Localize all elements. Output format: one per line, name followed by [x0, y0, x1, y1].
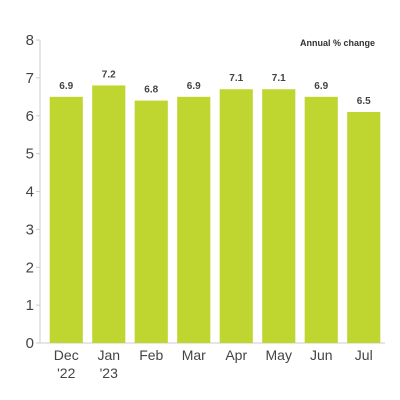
bar-value-label: 6.9 — [59, 81, 73, 92]
bar-value-label: 7.1 — [229, 73, 243, 84]
bar — [347, 111, 381, 344]
bar-value-label: 6.8 — [144, 85, 158, 96]
bars — [49, 85, 381, 344]
x-category-label: '23 — [100, 365, 118, 381]
x-category-label: Jul — [355, 347, 373, 363]
y-tick-label: 2 — [26, 259, 34, 276]
x-category-label: Mar — [182, 347, 206, 363]
bar-value-label: 6.9 — [187, 81, 201, 92]
y-tick-label: 7 — [26, 70, 34, 87]
bar — [177, 96, 211, 343]
y-tick-label: 0 — [26, 335, 34, 352]
chart-annotation: Annual % change — [300, 38, 375, 48]
bar — [262, 89, 296, 343]
x-category-label: '22 — [57, 365, 75, 381]
x-category-label: Apr — [225, 347, 247, 363]
bar-value-label: 6.5 — [357, 96, 371, 107]
bar — [134, 100, 168, 343]
bar — [219, 89, 253, 343]
y-tick-label: 1 — [26, 297, 34, 314]
y-axis-ticks: 0 1 2 3 4 5 6 7 8 — [26, 32, 40, 352]
x-category-label: Dec — [54, 347, 79, 363]
value-labels: 6.9 7.2 6.8 6.9 7.1 7.1 6.9 6.5 — [59, 69, 371, 107]
x-category-label: Jan — [97, 347, 120, 363]
bar — [49, 96, 83, 343]
x-axis-labels: Dec '22 Jan '23 Feb Mar Apr May Jun Jul — [54, 347, 373, 381]
bar — [92, 85, 126, 343]
y-tick-label: 8 — [26, 32, 34, 49]
y-tick-label: 3 — [26, 221, 34, 238]
bar-value-label: 7.2 — [102, 69, 116, 80]
bar-value-label: 6.9 — [314, 81, 328, 92]
bar — [304, 96, 338, 343]
bar-value-label: 7.1 — [272, 73, 286, 84]
x-category-label: Feb — [139, 347, 163, 363]
y-tick-label: 6 — [26, 108, 34, 125]
x-category-label: May — [266, 347, 292, 363]
x-category-label: Jun — [310, 347, 333, 363]
y-tick-label: 4 — [26, 184, 34, 201]
y-tick-label: 5 — [26, 146, 34, 163]
